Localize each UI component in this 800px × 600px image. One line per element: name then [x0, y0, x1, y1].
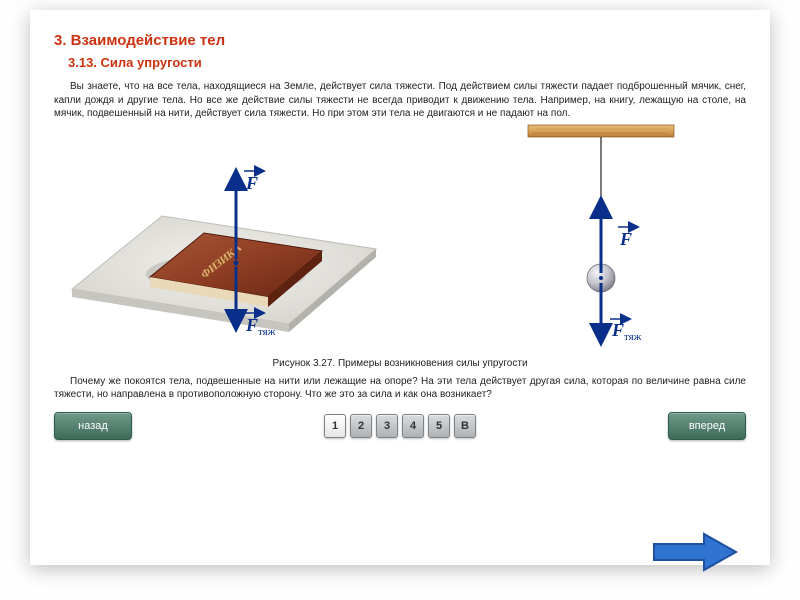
pager: 1 2 3 4 5 В [324, 414, 476, 438]
next-arrow-icon[interactable] [650, 530, 740, 574]
force-up-label-r: F [619, 229, 632, 249]
chapter-heading: 3. Взаимодействие тел [54, 32, 746, 49]
page-3-button[interactable]: 3 [376, 414, 398, 438]
force-grav-label-r: F [611, 320, 624, 340]
force-grav-label-left: F [245, 315, 258, 335]
force-grav-sub-left: тяж [258, 326, 276, 338]
force-up-label: F [245, 173, 258, 193]
page-4-button[interactable]: 4 [402, 414, 424, 438]
nav-row: назад 1 2 3 4 5 В вперед [54, 412, 746, 440]
intro-paragraph: Вы знаете, что на все тела, находящиеся … [54, 80, 746, 121]
page-2-button[interactable]: 2 [350, 414, 372, 438]
figure-caption: Рисунок 3.27. Примеры возникновения силы… [54, 358, 746, 369]
slide-card: 3. Взаимодействие тел 3.13. Сила упругос… [30, 10, 770, 565]
page-v-button[interactable]: В [454, 414, 476, 438]
figure-row: ФИЗИКА F F тяж [54, 129, 746, 354]
force-grav-sub-r: тяж [624, 331, 642, 343]
section-heading: 3.13. Сила упругости [68, 55, 746, 70]
forward-button[interactable]: вперед [668, 412, 746, 440]
figure-book-on-table: ФИЗИКА F F тяж [54, 139, 384, 349]
page-1-button[interactable]: 1 [324, 414, 346, 438]
question-paragraph: Почему же покоятся тела, подвешенные на … [54, 375, 746, 402]
back-button[interactable]: назад [54, 412, 132, 440]
page-5-button[interactable]: 5 [428, 414, 450, 438]
figure-ball-on-string: F F тяж [526, 123, 676, 348]
